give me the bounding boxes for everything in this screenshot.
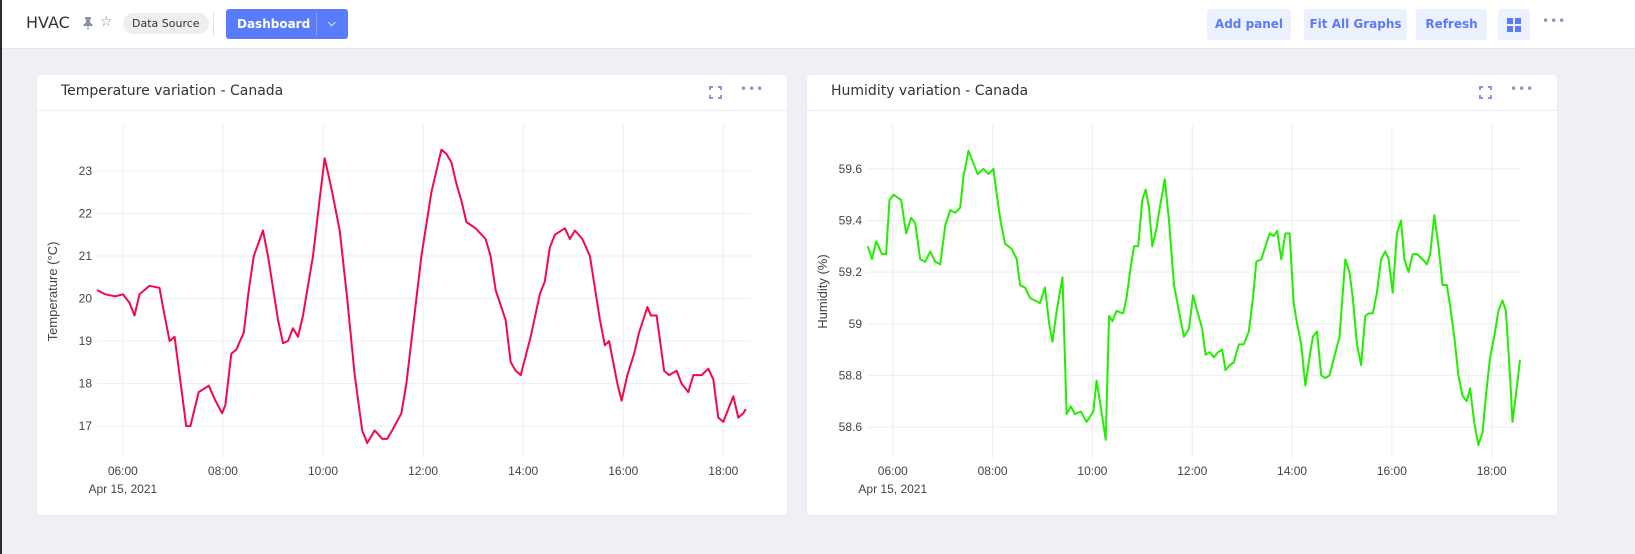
dashboard-label: Dashboard <box>237 17 311 31</box>
temperature-chart[interactable]: 17 18 19 20 21 22 23 06:00 08:00 10:00 12:00 14:00 1… <box>37 75 787 515</box>
star-icon[interactable]: ☆ <box>100 14 113 30</box>
humidity-chart[interactable]: 58.6 58.8 59 59.2 59.4 59.6 06:00 08:00 10:00 12:… <box>807 75 1557 515</box>
x-tick-label: 14:00 <box>508 464 538 478</box>
x-tick-label: 10:00 <box>308 464 338 478</box>
y-tick-label: 20 <box>79 292 93 306</box>
x-tick-label: 10:00 <box>1077 464 1107 478</box>
panel-header: Temperature variation - Canada ••• <box>37 75 787 111</box>
y-axis-title: Humidity (%) <box>815 254 830 328</box>
panel-more-icon[interactable]: ••• <box>740 82 765 96</box>
y-tick-label: 17 <box>79 419 93 433</box>
x-tick-label: 08:00 <box>208 464 238 478</box>
y-tick-label: 58.8 <box>839 368 863 382</box>
series-line <box>96 148 747 445</box>
x-tick-label: 06:00 <box>878 464 908 478</box>
data-source-chip[interactable]: Data Source <box>123 13 209 34</box>
x-date-label: Apr 15, 2021 <box>858 482 927 496</box>
y-tick-label: 59 <box>849 317 863 331</box>
dashboard-button[interactable]: Dashboard ⌵ <box>226 9 348 39</box>
more-options-icon[interactable]: ••• <box>1542 14 1567 28</box>
y-tick-label: 59.6 <box>839 162 863 176</box>
panel-more-icon[interactable]: ••• <box>1510 82 1535 96</box>
x-date-label: Apr 15, 2021 <box>88 482 157 496</box>
x-tick-label: 16:00 <box>608 464 638 478</box>
y-tick-label: 59.2 <box>839 265 863 279</box>
y-tick-label: 18 <box>79 377 93 391</box>
x-tick-label: 18:00 <box>708 464 738 478</box>
panel-header: Humidity variation - Canada ••• <box>807 75 1557 111</box>
add-panel-button[interactable]: Add panel <box>1207 9 1291 40</box>
x-tick-label: 06:00 <box>108 464 138 478</box>
grid-icon <box>1507 17 1521 32</box>
x-tick-label: 12:00 <box>408 464 438 478</box>
fit-all-graphs-button[interactable]: Fit All Graphs <box>1304 9 1407 40</box>
divider <box>213 12 214 36</box>
x-tick-label: 14:00 <box>1277 464 1307 478</box>
series-line <box>866 149 1521 447</box>
humidity-panel: Humidity variation - Canada ••• 58.6 58.8… <box>807 75 1557 515</box>
layout-grid-button[interactable] <box>1498 9 1530 40</box>
y-tick-label: 21 <box>79 249 93 263</box>
refresh-button[interactable]: Refresh <box>1416 9 1487 40</box>
y-tick-label: 59.4 <box>839 214 863 228</box>
dashboard-title: HVAC <box>26 13 70 32</box>
divider <box>316 13 317 35</box>
y-tick-label: 23 <box>79 164 93 178</box>
temperature-panel: Temperature variation - Canada ••• 17 18 1… <box>37 75 787 515</box>
panel-title: Humidity variation - Canada <box>831 83 1029 99</box>
panel-title: Temperature variation - Canada <box>61 83 284 99</box>
pin-icon[interactable] <box>82 16 94 30</box>
x-tick-label: 16:00 <box>1377 464 1407 478</box>
fullscreen-icon[interactable] <box>1479 86 1492 99</box>
fullscreen-icon[interactable] <box>709 86 722 99</box>
y-axis-title: Temperature (°C) <box>45 242 60 342</box>
y-tick-label: 58.6 <box>839 420 863 434</box>
x-tick-label: 18:00 <box>1477 464 1507 478</box>
x-tick-label: 08:00 <box>978 464 1008 478</box>
x-tick-label: 12:00 <box>1177 464 1207 478</box>
top-bar: HVAC ☆ Data Source Dashboard ⌵ Add panel… <box>2 0 1635 49</box>
chevron-down-icon[interactable]: ⌵ <box>328 18 336 29</box>
y-tick-label: 19 <box>79 334 93 348</box>
y-tick-label: 22 <box>79 206 93 220</box>
